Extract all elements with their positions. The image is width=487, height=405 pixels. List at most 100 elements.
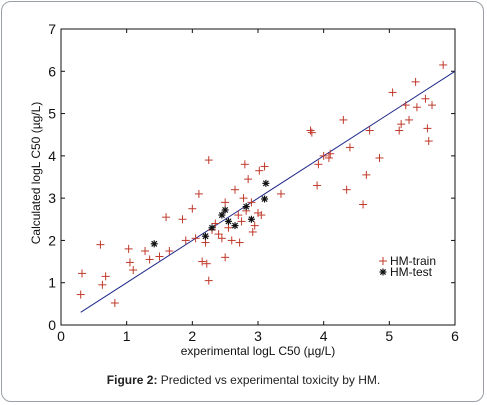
plot-box (60, 28, 456, 326)
train-point (319, 151, 328, 160)
train-point (214, 230, 223, 239)
x-axis-label: experimental logL C50 (µg/L) (181, 344, 336, 358)
train-point (326, 149, 335, 158)
train-point (231, 185, 240, 194)
train-point (227, 236, 236, 245)
train-point (181, 236, 190, 245)
train-point (276, 189, 285, 198)
train-point (339, 115, 348, 124)
x-tick-label: 0 (57, 328, 65, 344)
train-point (314, 160, 323, 169)
train-point (239, 194, 248, 203)
train-point (202, 259, 211, 268)
train-point (439, 60, 448, 69)
train-point (235, 238, 244, 247)
data-points (76, 60, 448, 308)
train-point (395, 126, 404, 135)
train-point (129, 266, 138, 275)
y-tick-label: 6 (48, 63, 56, 79)
legend-test-marker (379, 268, 387, 276)
train-point (421, 94, 430, 103)
train-point (307, 128, 316, 137)
train-point (405, 115, 414, 124)
test-point (247, 215, 255, 223)
train-point (124, 244, 133, 253)
train-point (204, 156, 213, 165)
axes: 0 1 2 3 4 5 6 0 1 2 3 4 5 6 7 (48, 21, 459, 344)
train-point (155, 252, 164, 261)
train-point (313, 181, 322, 190)
train-point (254, 208, 262, 217)
y-tick-label: 7 (48, 21, 56, 37)
train-point (198, 257, 207, 266)
y-tick-label: 2 (48, 232, 56, 248)
test-point (201, 232, 209, 240)
test-point (231, 222, 239, 230)
train-point (397, 120, 406, 129)
train-point (257, 211, 266, 220)
train-point (204, 276, 213, 285)
test-point (261, 195, 269, 203)
fit-line (80, 70, 456, 313)
train-point (375, 153, 384, 162)
train-point (345, 143, 354, 152)
train-point (98, 280, 107, 289)
train-point (145, 255, 154, 264)
x-tick-label: 6 (451, 328, 459, 344)
train-point (224, 223, 233, 232)
y-tick-label: 4 (48, 148, 56, 164)
train-point (359, 200, 368, 209)
train-point (201, 238, 210, 247)
train-point (260, 162, 269, 171)
legend-train-marker (379, 257, 387, 265)
figure-caption: Figure 2: Predicted vs experimental toxi… (0, 373, 487, 387)
train-point (401, 101, 410, 110)
test-point (221, 206, 229, 214)
train-point (255, 166, 264, 175)
train-point (194, 189, 203, 198)
train-point (188, 204, 197, 213)
caption-label: Figure 2: (106, 373, 158, 387)
x-tick-label: 2 (188, 328, 196, 344)
y-tick-label: 1 (48, 275, 56, 291)
train-point (141, 247, 150, 255)
train-point (424, 137, 433, 146)
y-axis-label: Calculated logL C50 (µg/L) (29, 102, 43, 245)
test-point (242, 203, 250, 211)
train-point (423, 124, 432, 133)
train-point (96, 240, 105, 249)
caption-text: Predicted vs experimental toxicity by HM… (160, 373, 381, 387)
train-point (342, 185, 351, 194)
test-point (224, 217, 232, 225)
train-point (178, 215, 187, 224)
y-tick-label: 0 (48, 317, 56, 333)
train-point (324, 153, 333, 162)
train-point (365, 126, 374, 135)
x-tick-label: 3 (254, 328, 262, 344)
x-tick-label: 1 (123, 328, 131, 344)
train-point (411, 77, 420, 86)
test-point (262, 179, 270, 187)
train-point (306, 126, 315, 135)
legend-test-label: HM-test (390, 265, 433, 279)
fit-line-group (80, 70, 456, 313)
train-point (110, 299, 119, 308)
legend-train-label: HM-train (390, 254, 436, 268)
train-point (217, 234, 226, 243)
train-point (221, 198, 230, 207)
x-tick-label: 5 (385, 328, 393, 344)
train-point (162, 213, 171, 222)
test-point (208, 224, 216, 232)
train-point (412, 103, 421, 112)
train-point (237, 217, 246, 226)
train-point (362, 170, 371, 179)
test-point (218, 211, 226, 219)
train-point (250, 221, 259, 230)
train-point (211, 219, 220, 228)
y-tick-label: 5 (48, 106, 56, 122)
train-point (76, 290, 85, 299)
train-point (101, 272, 110, 281)
